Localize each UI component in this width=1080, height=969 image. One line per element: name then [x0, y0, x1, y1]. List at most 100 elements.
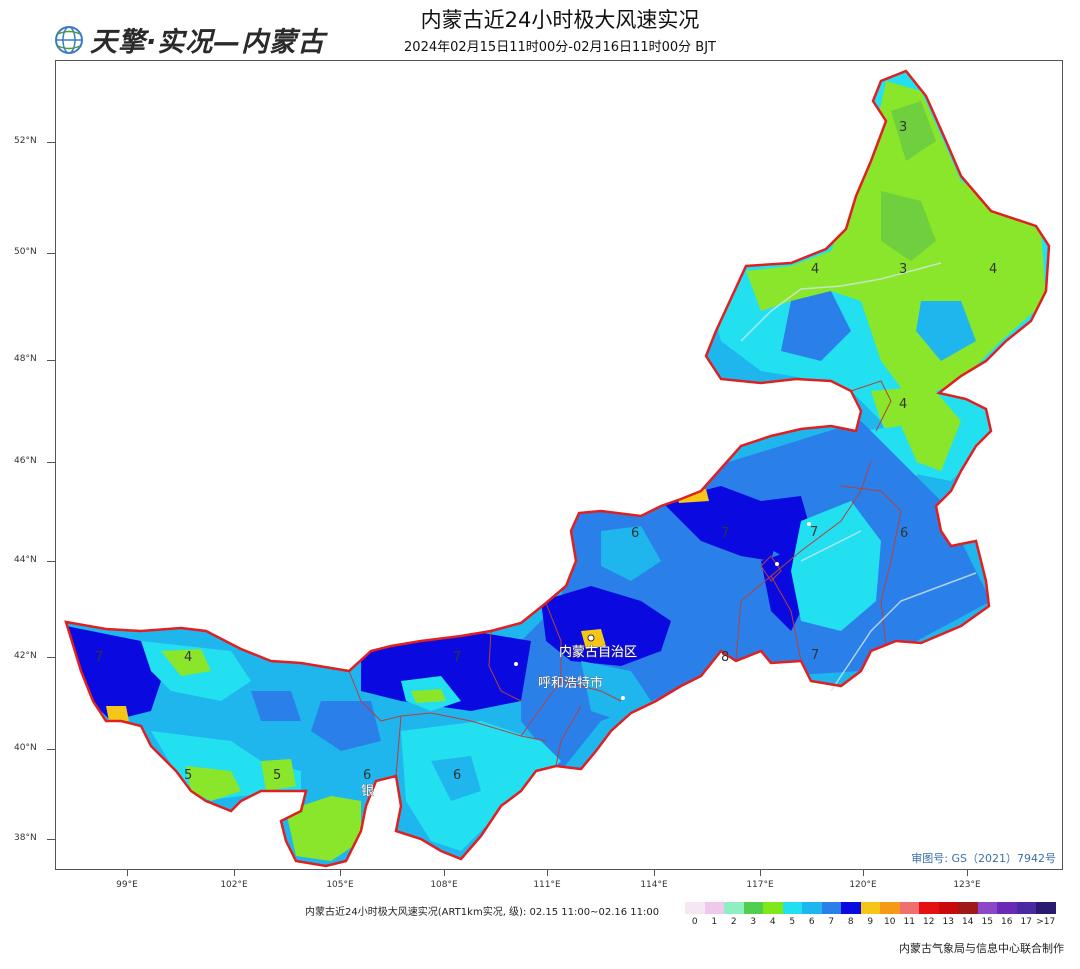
- legend-swatch: [841, 902, 861, 914]
- level-label: 7: [453, 650, 461, 665]
- legend-label: 内蒙古近24小时极大风速实况(ART1km实况, 级): 02.15 11:00…: [305, 907, 660, 918]
- legend-swatch: [821, 902, 841, 914]
- level-label: 5: [184, 768, 192, 783]
- lat-label: 38°N: [14, 833, 37, 843]
- lat-tick: [47, 839, 55, 840]
- legend-level: 0: [691, 917, 698, 927]
- legend-level: 4: [769, 917, 776, 927]
- lon-label: 114°E: [640, 880, 668, 890]
- legend-swatch: [1016, 902, 1036, 914]
- lat-label: 44°N: [14, 555, 37, 565]
- legend-level: 10: [884, 917, 896, 927]
- lon-tick: [967, 870, 968, 876]
- legend-swatch: [743, 902, 763, 914]
- lat-tick: [47, 561, 55, 562]
- lon-tick: [863, 870, 864, 876]
- legend-swatch: [880, 902, 900, 914]
- lon-label: 108°E: [430, 880, 458, 890]
- inner-borders: [348, 380, 902, 777]
- level-label: 7: [95, 650, 103, 665]
- lon-label: 117°E: [746, 880, 774, 890]
- city-label-hohhot[interactable]: 呼和浩特市: [538, 675, 604, 692]
- level-label: 3: [899, 120, 907, 135]
- lat-label: 52°N: [14, 136, 37, 146]
- legend-swatch: [958, 902, 978, 914]
- lon-tick: [654, 870, 655, 876]
- lat-tick: [47, 749, 55, 750]
- city-marker[interactable]: [775, 562, 779, 566]
- level-label: 6: [631, 526, 639, 541]
- legend-swatch: [704, 902, 724, 914]
- lat-label: 48°N: [14, 354, 37, 364]
- region-border: [64, 69, 1051, 868]
- legend-level: 17: [1020, 917, 1032, 927]
- legend-level: 11: [903, 917, 915, 927]
- page-subtitle: 2024年02月15日11时00分-02月16日11时00分 BJT: [404, 40, 716, 55]
- lat-label: 42°N: [14, 651, 37, 661]
- legend-swatch: [977, 902, 997, 914]
- capital-marker[interactable]: [587, 634, 595, 642]
- lat-tick: [47, 657, 55, 658]
- lat-label: 50°N: [14, 247, 37, 257]
- level-label: 6: [900, 526, 908, 541]
- legend-level: 7: [828, 917, 835, 927]
- legend-swatch: [919, 902, 939, 914]
- level-label: 4: [184, 650, 192, 665]
- lon-label: 120°E: [849, 880, 877, 890]
- legend-color-bar: [685, 902, 1056, 914]
- city-marker[interactable]: [807, 522, 811, 526]
- legend-swatch: [724, 902, 744, 914]
- legend-swatch: [685, 902, 705, 914]
- level-label: 6: [453, 768, 461, 783]
- legend-level: 14: [962, 917, 974, 927]
- legend-swatch: [1036, 902, 1056, 914]
- lon-label: 99°E: [116, 880, 138, 890]
- level-label: 4: [989, 262, 997, 277]
- lat-tick: [47, 462, 55, 463]
- map-frame[interactable]: 3 3 4 4 4 6 7 6 7 8 7 7 4 5 5 6 6 7 内蒙古自…: [55, 60, 1063, 870]
- lat-label: 46°N: [14, 456, 37, 466]
- lat-label: 40°N: [14, 743, 37, 753]
- legend-level: 15: [981, 917, 993, 927]
- legend-swatch: [782, 902, 802, 914]
- lon-label: 123°E: [953, 880, 981, 890]
- legend-level: 5: [789, 917, 796, 927]
- legend-swatch: [802, 902, 822, 914]
- logo: 天擎·实况—内蒙古: [54, 20, 325, 59]
- city-marker[interactable]: [621, 696, 625, 700]
- logo-text: 天擎·实况—内蒙古: [90, 27, 326, 58]
- city-label-region[interactable]: 内蒙古自治区: [559, 644, 638, 661]
- lon-tick: [234, 870, 235, 876]
- level-label: 6: [363, 768, 371, 783]
- lon-label: 102°E: [220, 880, 248, 890]
- lon-tick: [444, 870, 445, 876]
- legend-level: 9: [867, 917, 874, 927]
- lon-tick: [340, 870, 341, 876]
- legend-swatch: [899, 902, 919, 914]
- legend-level-labels: 0 1 2 3 4 5 6 7 8 9 10 11 12 13 14 15 16 17 >17: [685, 917, 1056, 927]
- legend-swatch: [938, 902, 958, 914]
- legend-level: 12: [923, 917, 935, 927]
- lat-tick: [47, 253, 55, 254]
- level-label: 5: [273, 768, 281, 783]
- city-marker[interactable]: [514, 662, 518, 666]
- level-label: 7: [811, 648, 819, 663]
- lat-tick: [47, 360, 55, 361]
- legend-level: 16: [1001, 917, 1013, 927]
- level-label: 4: [811, 262, 819, 277]
- level-label: 3: [899, 262, 907, 277]
- legend-swatch: [763, 902, 783, 914]
- wind-map[interactable]: 3 3 4 4 4 6 7 6 7 8 7 7 4 5 5 6 6 7 内蒙古自…: [56, 61, 1063, 870]
- level-label: 7: [721, 526, 729, 541]
- approval-number: 审图号: GS（2021）7942号: [911, 852, 1056, 865]
- level-label: 7: [810, 525, 818, 540]
- legend-level: >17: [1036, 917, 1056, 927]
- rivers: [740, 262, 977, 692]
- city-label-yinchuan[interactable]: 银: [361, 784, 375, 800]
- level-label: 4: [899, 397, 907, 412]
- legend-level: 13: [942, 917, 954, 927]
- footer-credit: 内蒙古气象局与信息中心联合制作: [899, 942, 1064, 955]
- legend-level: 2: [730, 917, 737, 927]
- globe-icon: [55, 25, 83, 54]
- lon-label: 111°E: [533, 880, 561, 890]
